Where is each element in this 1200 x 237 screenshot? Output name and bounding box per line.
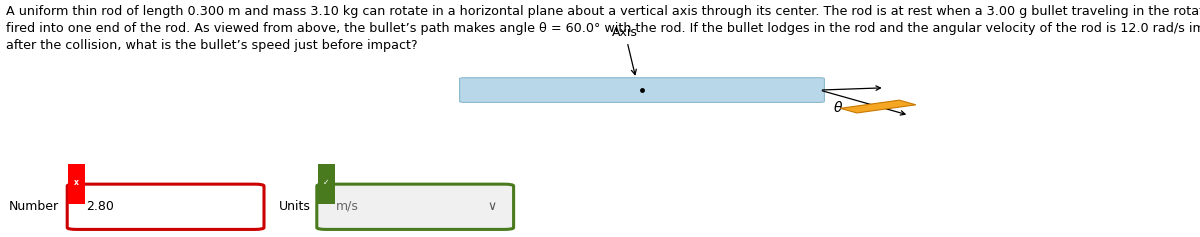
Text: Axis: Axis — [612, 26, 638, 75]
FancyBboxPatch shape — [460, 78, 824, 102]
Text: m/s: m/s — [336, 200, 359, 213]
Polygon shape — [840, 100, 916, 113]
Text: ∨: ∨ — [487, 200, 497, 213]
Text: Units: Units — [278, 200, 311, 213]
Text: θ: θ — [833, 101, 842, 115]
FancyBboxPatch shape — [68, 164, 85, 204]
Text: A uniform thin rod of length 0.300 m and mass 3.10 kg can rotate in a horizontal: A uniform thin rod of length 0.300 m and… — [6, 5, 1200, 52]
FancyBboxPatch shape — [317, 184, 514, 229]
FancyBboxPatch shape — [67, 184, 264, 229]
Text: Number: Number — [8, 200, 59, 213]
FancyBboxPatch shape — [318, 164, 335, 204]
Text: 2.80: 2.80 — [86, 200, 114, 213]
Text: x: x — [74, 178, 79, 187]
Text: ✓: ✓ — [323, 178, 330, 187]
